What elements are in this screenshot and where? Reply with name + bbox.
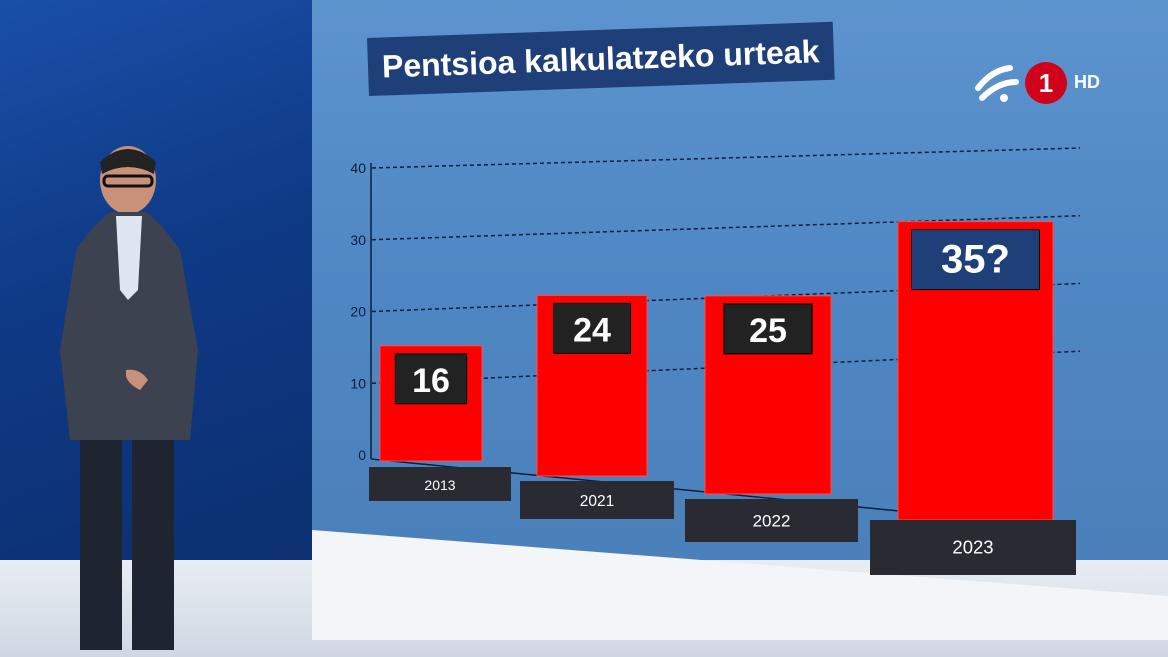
y-tick-label: 20 (350, 304, 366, 320)
data-label-box (911, 229, 1040, 291)
x-tick-label: 2023 (952, 537, 993, 558)
channel-number: 1 (1039, 68, 1053, 98)
data-label-box (394, 353, 468, 405)
x-category-box (870, 520, 1076, 575)
y-tick-label: 0 (358, 447, 366, 463)
y-tick-label: 30 (350, 232, 366, 248)
channel-logo: 1 (975, 62, 1067, 104)
data-label: 24 (573, 311, 611, 349)
presenter (60, 146, 198, 650)
x-tick-label: 2013 (424, 477, 455, 493)
x-tick-label: 2022 (753, 512, 791, 531)
data-label: 16 (412, 362, 450, 400)
x-tick-label: 2021 (580, 493, 614, 510)
channel-number-badge (1025, 62, 1067, 104)
x-category-box (520, 481, 674, 519)
x-category-box (369, 467, 511, 501)
gridline (371, 215, 1081, 241)
gridline (371, 147, 1081, 169)
data-label: 35? (941, 238, 1010, 282)
hd-badge: HD (1074, 72, 1100, 92)
data-label-box (553, 302, 631, 354)
eitb-logo-icon (975, 65, 1019, 102)
data-label: 25 (749, 312, 787, 350)
data-label-box (723, 303, 813, 355)
y-tick-label: 10 (350, 375, 366, 391)
x-category-box (685, 499, 858, 542)
y-tick-label: 40 (350, 160, 366, 176)
